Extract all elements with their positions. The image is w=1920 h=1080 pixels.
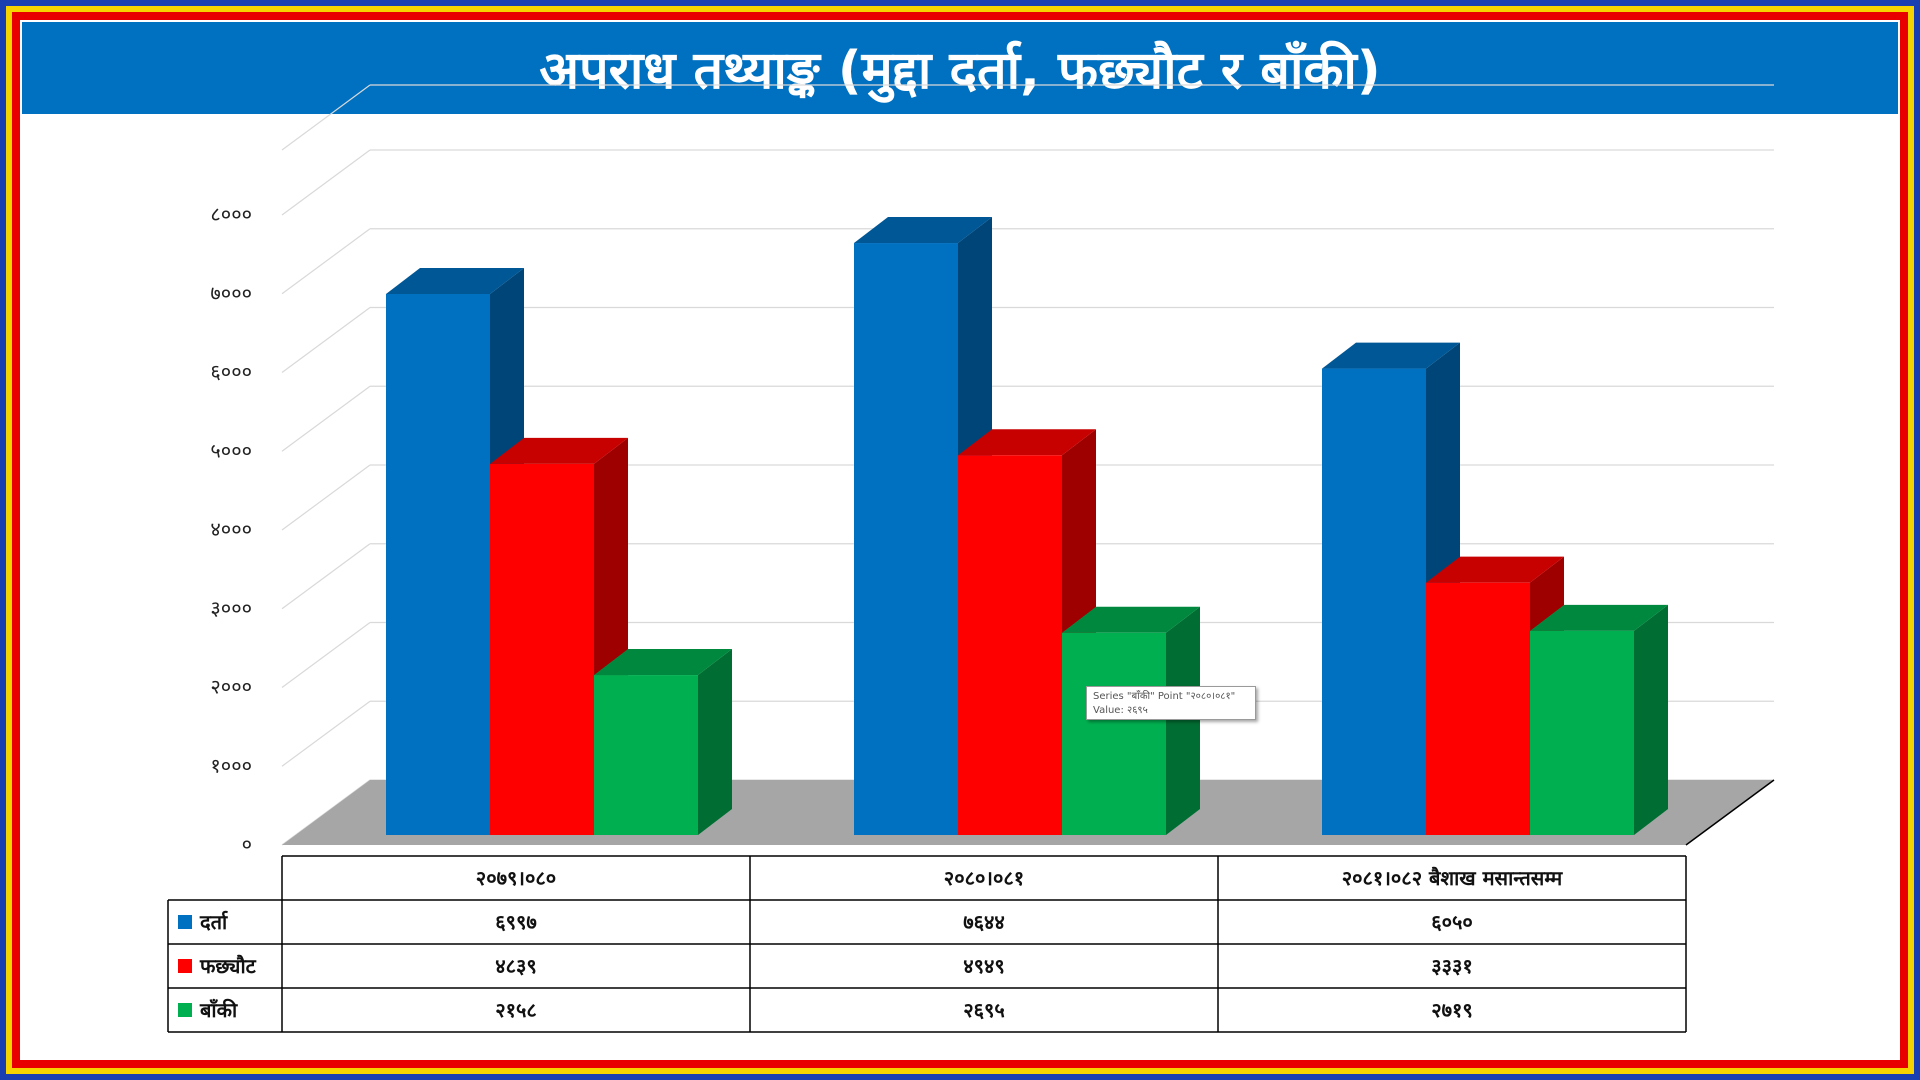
bar-top [1426, 556, 1564, 583]
gridline-depth [281, 228, 371, 295]
bar-top [1322, 342, 1460, 369]
bar-top [490, 437, 628, 464]
data-label: २१५८ [495, 998, 537, 1022]
bar-side [1166, 606, 1200, 835]
y-tick-label: ७००० [210, 281, 252, 305]
bar-top [1062, 606, 1200, 633]
bar-top [958, 429, 1096, 456]
tooltip-series-line: Series "बाँकी" Point "२०८०।०८१" [1093, 691, 1236, 702]
bar [490, 463, 594, 835]
bar [854, 243, 958, 835]
title-bar: अपराध तथ्याङ्क (मुद्दा दर्ता, फछ्यौट र ब… [22, 22, 1898, 114]
inner-border [12, 12, 1908, 1068]
legend-swatch [178, 959, 192, 973]
gridline-depth [281, 464, 371, 531]
legend-label: दर्ता [199, 910, 228, 934]
data-label: ४८३९ [495, 954, 537, 978]
middle-border [6, 6, 1914, 1074]
legend-label: बाँकी [199, 998, 238, 1022]
bar [386, 293, 490, 836]
x-tick-label: २०७९।०८० [476, 866, 556, 890]
bar-side [698, 649, 732, 835]
y-tick-label: १००० [210, 753, 252, 777]
bar-top [854, 217, 992, 244]
y-tick-label: ८००० [210, 202, 252, 226]
gridline-depth [281, 385, 371, 452]
tooltip-value-line: Value: २६९५ [1093, 705, 1148, 716]
y-tick-label: २००० [210, 675, 252, 699]
bar [1426, 582, 1530, 835]
gridline-depth [281, 307, 371, 373]
y-tick-label: ० [242, 832, 252, 856]
legend-swatch [178, 915, 192, 929]
bar [1530, 630, 1634, 835]
gridline-depth [281, 700, 371, 767]
bar-side [1634, 604, 1668, 835]
bar [594, 675, 698, 835]
gridline-depth [281, 84, 371, 151]
floor-edge [1685, 779, 1775, 846]
gridline-depth [281, 622, 371, 688]
x-tick-label: २०८०।०८१ [944, 866, 1024, 890]
y-tick-label: ३००० [210, 596, 252, 620]
bar-top [386, 267, 524, 294]
legend-swatch [178, 1003, 192, 1017]
data-label: २७१९ [1431, 998, 1473, 1022]
data-label: ३३३१ [1431, 954, 1473, 978]
x-tick-label: २०८१।०८२ बैशाख मसान्तसम्म [1342, 866, 1564, 890]
gridline-depth [281, 543, 371, 610]
y-tick-label: ५००० [210, 438, 252, 462]
data-label: ७६४४ [963, 910, 1005, 934]
bar [958, 455, 1062, 835]
chart-tooltip: Series "बाँकी" Point "२०८०।०८१" Value: २… [1086, 686, 1256, 720]
y-tick-label: ४००० [210, 517, 252, 541]
data-label: ६०५० [1431, 910, 1473, 934]
data-label: २६९५ [963, 998, 1005, 1022]
bar [1322, 368, 1426, 835]
bar-top [1530, 604, 1668, 631]
data-label: ४९४९ [963, 954, 1005, 978]
chart-title: अपराध तथ्याङ्क (मुद्दा दर्ता, फछ्यौट र ब… [539, 40, 1381, 101]
y-tick-label: ६००० [210, 360, 252, 384]
bar-top [594, 649, 732, 676]
gridline-depth [281, 149, 371, 216]
data-label: ६९९७ [495, 910, 537, 934]
legend-label: फछ्यौट [199, 954, 257, 978]
bar [1062, 632, 1166, 835]
